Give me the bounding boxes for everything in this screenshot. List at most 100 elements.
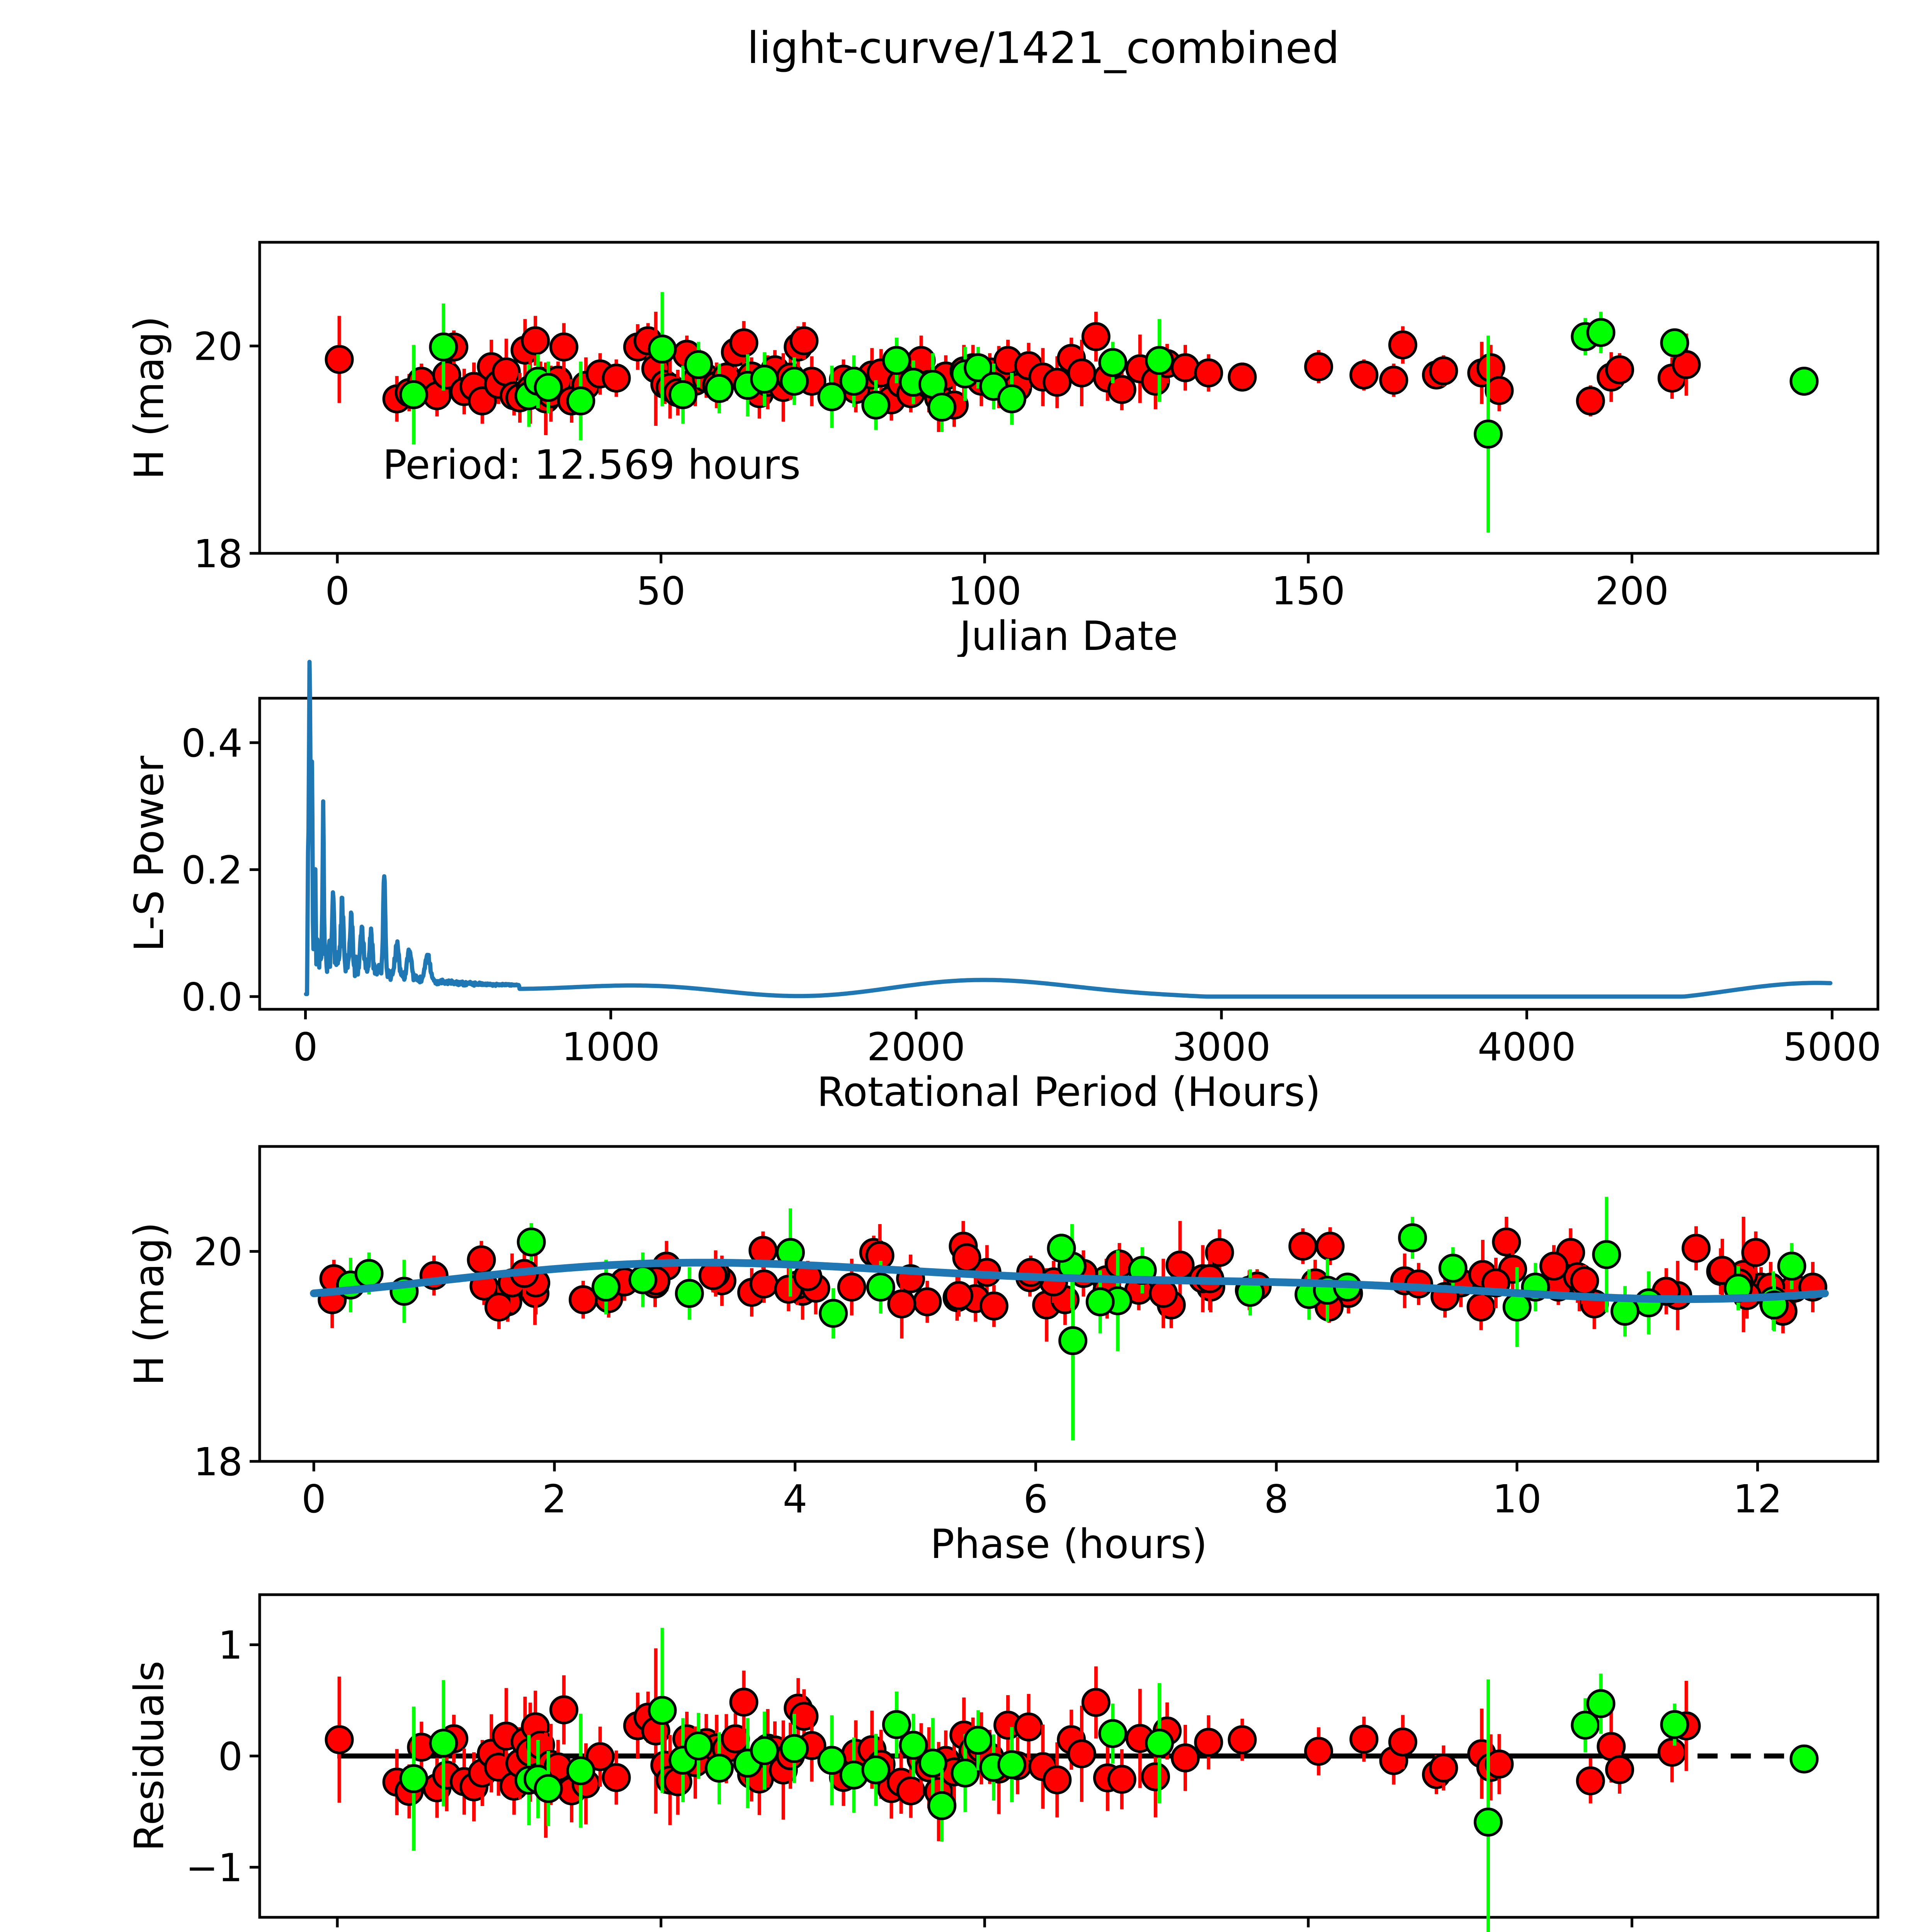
data-point xyxy=(325,345,354,374)
period-annotation: Period: 12.569 hours xyxy=(383,441,801,488)
data-point xyxy=(1388,330,1417,360)
x-tick-label: 2000 xyxy=(867,1024,966,1070)
data-point xyxy=(1145,346,1174,375)
x-tick-label: 10 xyxy=(1492,1476,1541,1522)
data-point xyxy=(963,1726,993,1755)
data-point xyxy=(1081,322,1111,351)
x-axis-label: Phase (hours) xyxy=(930,1520,1207,1568)
data-point xyxy=(1576,386,1605,416)
series-residual-green-band xyxy=(399,1628,1819,1932)
data-point xyxy=(1657,1738,1687,1767)
data-point xyxy=(1228,362,1257,392)
data-point xyxy=(729,328,759,357)
data-point xyxy=(729,1687,759,1717)
harmonic-model-fit xyxy=(310,1259,1829,1303)
data-point xyxy=(1194,358,1223,388)
x-axis-label: Julian Date xyxy=(957,612,1178,657)
data-point xyxy=(354,1259,384,1288)
panel-lightcurve-time: 0 50 100 150 200 18 20 Julian Date H (mag) Period… xyxy=(126,241,1879,657)
data-point xyxy=(1107,375,1136,404)
data-point xyxy=(1682,1234,1711,1263)
data-point xyxy=(1605,1755,1634,1784)
data-point xyxy=(1672,350,1701,379)
panel-phase-folded-lightcurve: 0 2 4 6 8 10 12 18 20 Phase (hours) H (mag) xyxy=(126,1145,1879,1568)
data-point xyxy=(1586,1689,1616,1718)
data-point xyxy=(1388,1727,1417,1757)
data-point xyxy=(1708,1256,1737,1285)
data-point xyxy=(1438,1253,1468,1283)
series-folded-green-band xyxy=(336,1197,1806,1440)
data-point xyxy=(861,390,891,420)
axes-frame xyxy=(258,241,1879,555)
data-point xyxy=(1571,1711,1600,1740)
data-point xyxy=(1485,376,1514,405)
data-point xyxy=(534,1774,563,1803)
data-point xyxy=(780,367,809,396)
data-point xyxy=(1429,1753,1458,1783)
data-point xyxy=(1149,1279,1178,1308)
data-point xyxy=(882,1710,911,1739)
data-point xyxy=(648,1696,677,1725)
y-axis-label: H (mag) xyxy=(126,316,173,480)
data-point xyxy=(1016,1258,1046,1287)
data-point xyxy=(432,360,461,389)
data-point xyxy=(399,1764,429,1793)
data-point xyxy=(918,1748,947,1778)
data-point xyxy=(819,1299,848,1328)
data-point xyxy=(1398,1223,1427,1252)
data-point xyxy=(1043,1765,1072,1794)
data-point xyxy=(602,364,631,393)
data-point xyxy=(1141,1762,1170,1791)
data-point xyxy=(1304,1736,1333,1766)
data-point xyxy=(1058,1326,1088,1355)
data-point xyxy=(866,1272,895,1302)
data-point xyxy=(591,1272,621,1302)
data-point xyxy=(997,1750,1027,1779)
data-point xyxy=(566,386,595,416)
data-point xyxy=(1789,367,1819,396)
data-point xyxy=(839,367,869,396)
data-point xyxy=(789,326,819,355)
data-point xyxy=(750,364,779,394)
data-point xyxy=(1288,1231,1318,1261)
data-point xyxy=(861,1755,891,1784)
data-point xyxy=(429,332,458,362)
axes-frame xyxy=(258,697,1879,1011)
y-tick-label: 0 xyxy=(218,1734,243,1779)
data-point xyxy=(817,382,847,412)
x-tick-label: 100 xyxy=(948,568,1022,614)
data-point xyxy=(1098,348,1128,377)
x-tick-label: 50 xyxy=(636,568,685,614)
data-point xyxy=(1660,1710,1689,1739)
x-tick-label: 200 xyxy=(1595,568,1669,614)
data-point xyxy=(1634,1288,1663,1318)
axes-frame xyxy=(258,1145,1879,1463)
y-tick-label: 20 xyxy=(194,1230,243,1275)
data-point xyxy=(1539,1252,1568,1281)
x-tick-label: 1000 xyxy=(561,1024,660,1070)
data-point xyxy=(1429,356,1458,386)
x-tick-label: 2 xyxy=(542,1476,567,1522)
data-point xyxy=(467,1245,496,1274)
data-point xyxy=(549,1695,578,1725)
data-point xyxy=(997,384,1027,413)
data-point xyxy=(399,380,429,409)
data-point xyxy=(517,1227,546,1257)
data-point xyxy=(927,393,957,422)
data-point xyxy=(1067,1739,1097,1769)
y-tick-label: 18 xyxy=(194,1439,243,1485)
data-point xyxy=(896,1776,925,1806)
data-point xyxy=(899,1731,928,1760)
data-point xyxy=(1474,419,1503,449)
data-point xyxy=(668,380,698,409)
data-point xyxy=(1741,1238,1770,1267)
data-point xyxy=(429,1728,458,1758)
data-point xyxy=(952,1243,981,1272)
y-tick-label: 0.4 xyxy=(181,721,243,766)
data-point xyxy=(951,1759,980,1788)
data-point xyxy=(1777,1252,1806,1281)
data-point xyxy=(817,1746,847,1775)
data-point xyxy=(927,1791,957,1820)
data-point xyxy=(566,1756,595,1786)
